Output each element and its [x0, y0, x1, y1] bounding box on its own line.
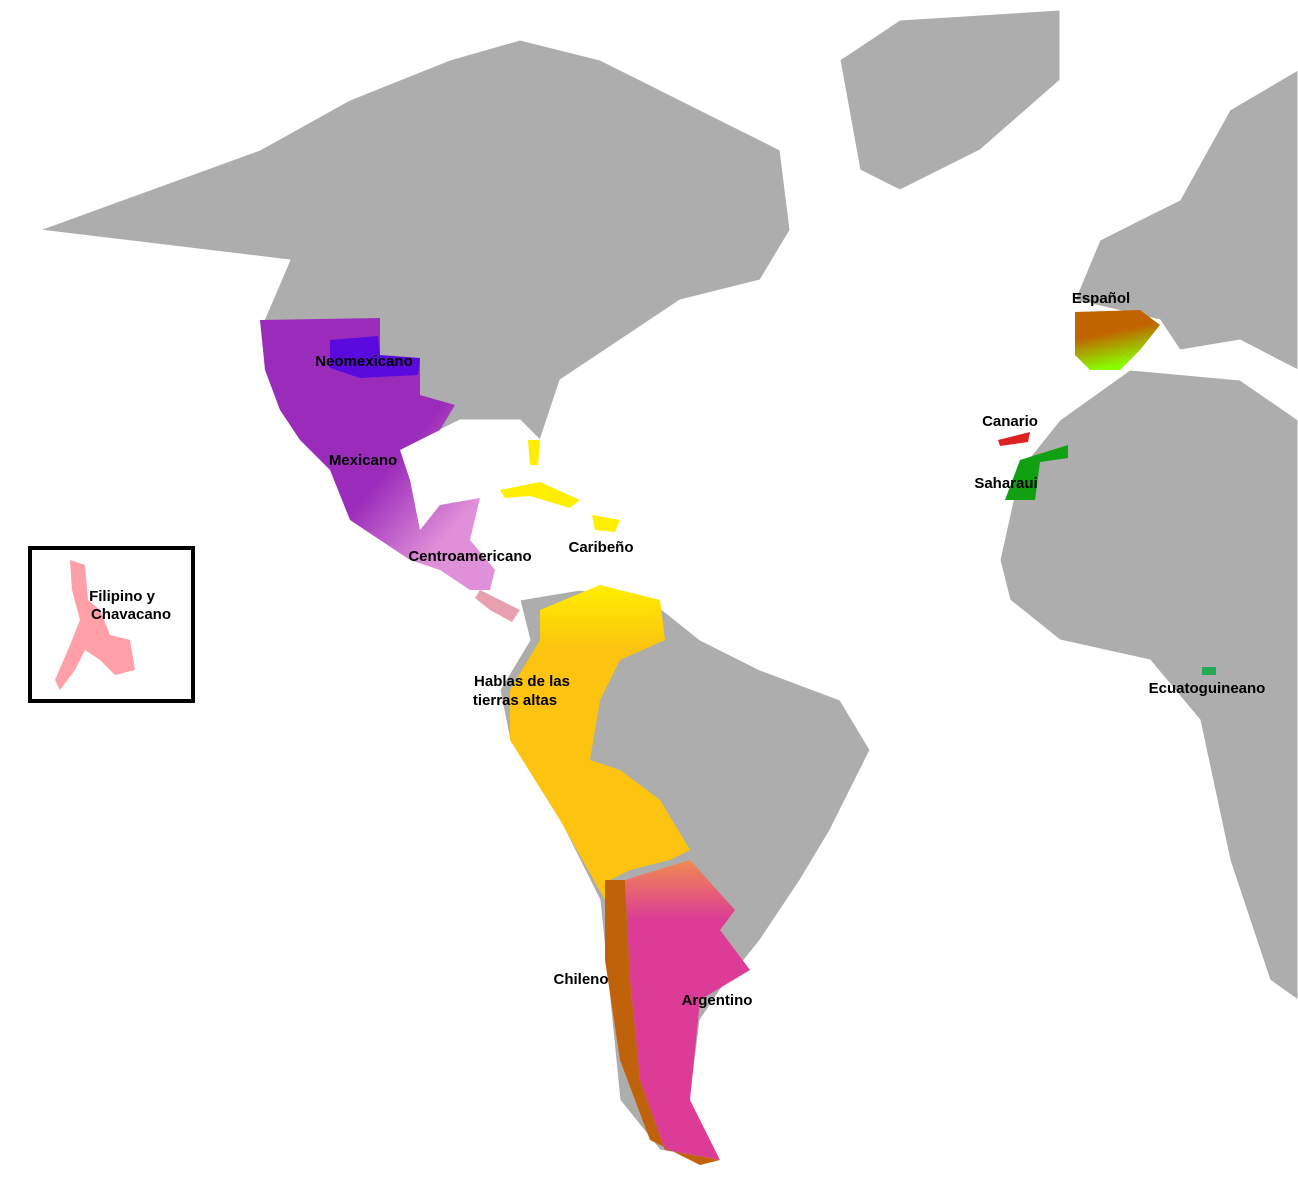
- label: tierras altas: [473, 692, 557, 709]
- region-neomexicano: [330, 336, 420, 378]
- region-caribe-cuba: [500, 482, 580, 508]
- greenland: [839, 9, 1061, 191]
- label: Chavacano: [91, 606, 171, 623]
- inset-frame: [28, 546, 195, 703]
- africa: [999, 369, 1298, 1001]
- region-filipino: [55, 560, 135, 690]
- label: Centroamericano: [408, 548, 531, 565]
- region-mexicano: [260, 318, 495, 590]
- region-centroamericano-south: [475, 590, 520, 622]
- label: Saharaui: [974, 475, 1037, 492]
- region-argentino: [625, 860, 750, 1160]
- label: Chileno: [554, 971, 609, 988]
- region-ecuatoguineano: [1202, 667, 1216, 675]
- label: Hablas de las: [474, 673, 570, 690]
- region-espanol: [1075, 310, 1160, 370]
- label: Ecuatoguineano: [1149, 680, 1266, 697]
- label: Neomexicano: [315, 353, 413, 370]
- label: Caribeño: [568, 539, 633, 556]
- region-tierras-altas: [510, 585, 690, 900]
- label: Canario: [982, 413, 1038, 430]
- region-caribe-islands: [592, 515, 620, 532]
- label: Argentino: [682, 992, 753, 1009]
- dialect-regions: [260, 310, 1216, 1165]
- philippines-inset: [28, 546, 195, 703]
- label: Filipino y: [89, 588, 155, 605]
- europe: [1074, 69, 1298, 371]
- region-saharaui: [1005, 445, 1068, 500]
- label: Español: [1072, 290, 1130, 307]
- region-chileno: [605, 880, 720, 1165]
- labels: Neomexicano Mexicano Centroamericano Car…: [89, 290, 1265, 1009]
- label: Mexicano: [329, 452, 397, 469]
- region-florida: [528, 440, 540, 465]
- region-canario: [998, 432, 1030, 446]
